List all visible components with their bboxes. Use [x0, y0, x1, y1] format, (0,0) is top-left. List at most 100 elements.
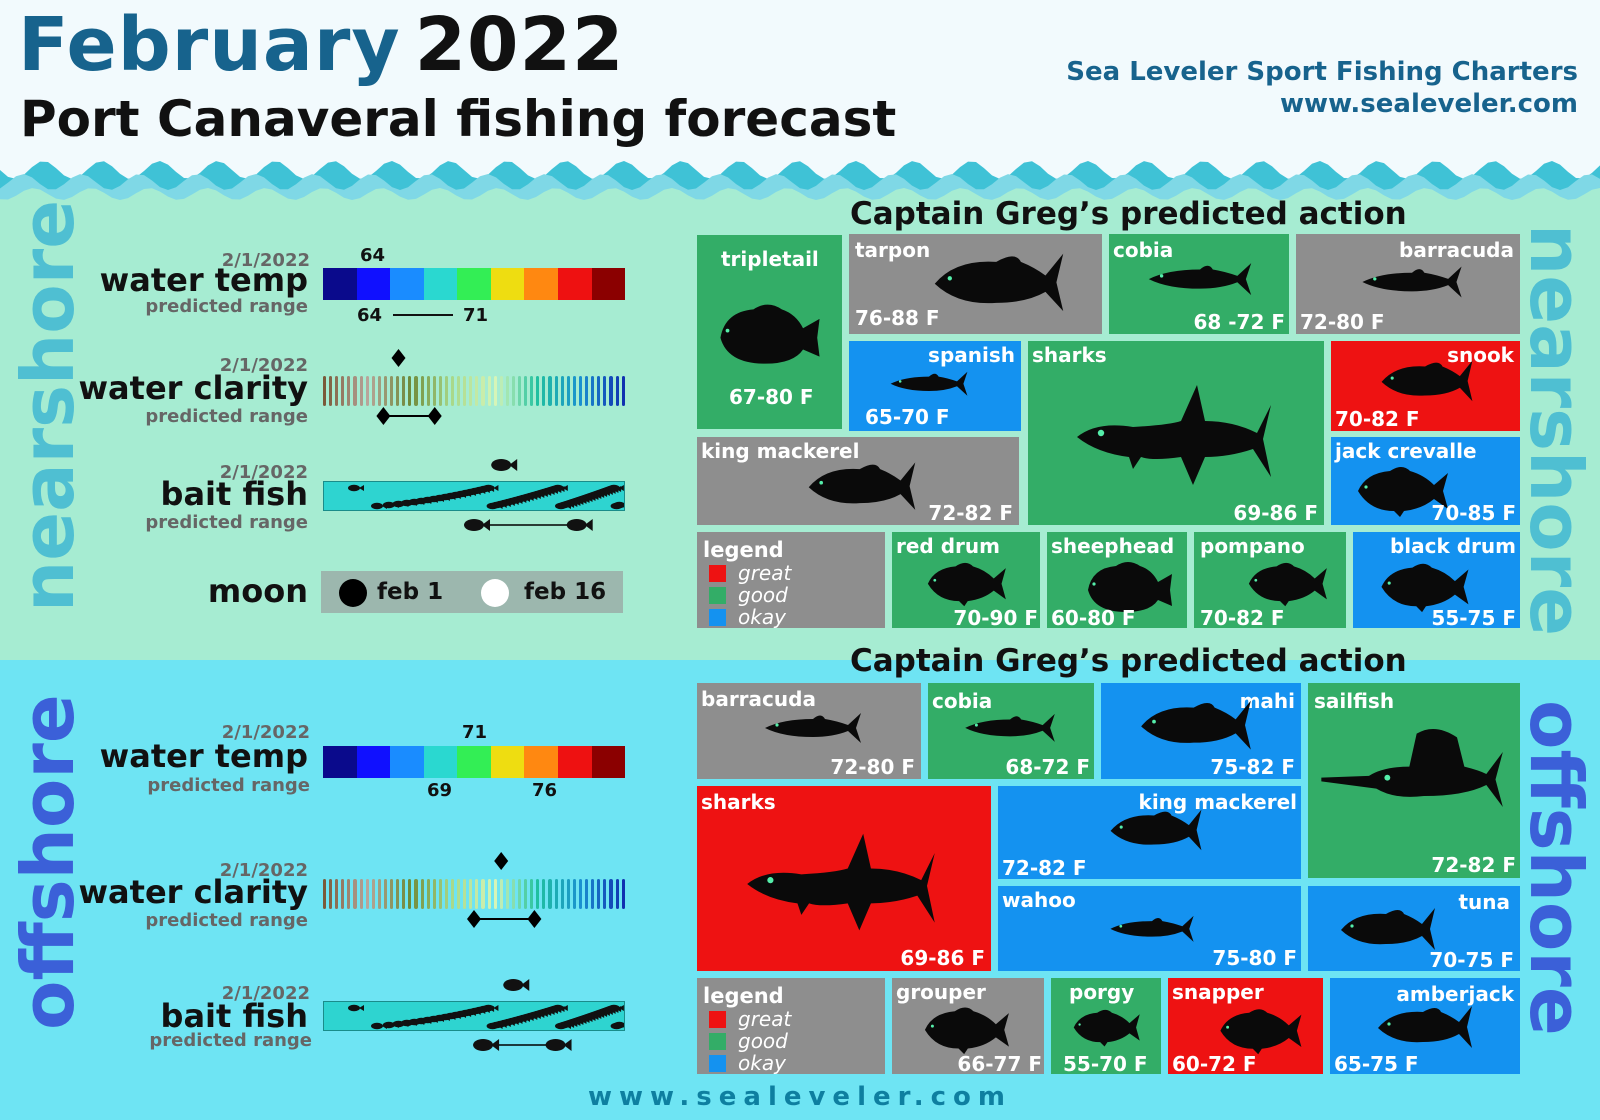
species-tile-cobia-offshore[interactable]: cobia 68-72 F: [928, 683, 1094, 779]
legend-label-great: great: [738, 1007, 792, 1031]
clarity-scale-stripe: [578, 879, 583, 909]
species-tile-red-drum[interactable]: red drum 70-90 F: [892, 532, 1040, 628]
species-tile-mahi[interactable]: mahi 75-82 F: [1101, 683, 1301, 779]
offshore-temp-scale: [323, 746, 626, 778]
species-tile-pompano[interactable]: pompano 70-82 F: [1194, 532, 1346, 628]
nearshore-action-title: Captain Greg’s predicted action: [850, 196, 1407, 232]
species-temp: 75-82 F: [1210, 755, 1295, 779]
sailfish-icon: [1321, 728, 1503, 807]
species-tile-snook[interactable]: snook 70-82 F: [1331, 341, 1520, 431]
clarity-scale-stripe: [560, 376, 564, 406]
clarity-scale-stripe: [475, 376, 479, 406]
species-tile-sailfish[interactable]: sailfish 72-82 F: [1308, 683, 1520, 878]
clarity-scale-stripe: [359, 879, 363, 909]
species-tile-black-drum[interactable]: black drum 55-75 F: [1353, 532, 1520, 628]
species-tile-amberjack[interactable]: amberjack 65-75 F: [1330, 978, 1520, 1074]
species-temp: 70-85 F: [1431, 501, 1516, 525]
temp-scale-cell-3: [423, 268, 458, 300]
legend-good: good: [709, 1029, 788, 1053]
nearshore-temp-current: 64: [360, 245, 386, 266]
wahoo-icon: [1110, 915, 1194, 942]
clarity-scale-stripe: [560, 879, 564, 909]
species-tile-sharks-offshore[interactable]: sharks 69-86 F: [697, 786, 991, 971]
clarity-scale-stripe: [341, 879, 345, 909]
barracuda-icon: [765, 713, 861, 743]
clarity-scale-stripe: [390, 376, 394, 406]
species-tile-porgy[interactable]: porgy 55-70 F: [1051, 978, 1161, 1074]
species-name: cobia: [932, 689, 993, 713]
clarity-scale-stripe: [444, 879, 448, 909]
nearshore-side-label-right: nearshore: [1514, 224, 1598, 637]
clarity-scale-stripe: [481, 879, 485, 909]
species-tile-cobia-nearshore[interactable]: cobia 68 -72 F: [1109, 234, 1289, 334]
species-tile-grouper[interactable]: grouper 66-77 F: [892, 978, 1044, 1074]
offshore-temp-range-high: 76: [532, 780, 558, 801]
species-tile-barracuda-nearshore[interactable]: barracuda 72-80 F: [1296, 234, 1520, 334]
species-tile-tripletail[interactable]: tripletail 67-80 F: [697, 235, 842, 429]
legend-label-okay: okay: [738, 1051, 786, 1075]
tuna-icon: [1341, 908, 1435, 950]
nearshore-clarity-sub: predicted range: [145, 406, 308, 427]
clarity-scale-stripe: [396, 879, 400, 909]
species-tile-wahoo[interactable]: wahoo 75-80 F: [998, 886, 1301, 971]
species-tile-tuna[interactable]: tuna 70-75 F: [1308, 886, 1520, 971]
temp-scale-cell-2: [390, 268, 424, 300]
temp-scale-cell-1: [356, 746, 391, 778]
clarity-scale-stripe: [432, 879, 436, 909]
species-tile-snapper[interactable]: snapper 60-72 F: [1168, 978, 1323, 1074]
species-temp: 70-82 F: [1200, 606, 1285, 628]
legend-label-good: good: [738, 1029, 788, 1053]
clarity-scale-stripe: [450, 879, 455, 909]
clarity-scale-stripe: [487, 376, 491, 406]
offshore-temp-current: 71: [462, 722, 488, 743]
species-tile-king-mackerel-nearshore[interactable]: king mackerel 72-82 F: [697, 437, 1019, 525]
species-tile-jack-crevalle[interactable]: jack crevalle 70-85 F: [1331, 437, 1520, 525]
clarity-scale-stripe: [365, 879, 369, 909]
species-name: red drum: [896, 534, 1000, 558]
species-name: jack crevalle: [1335, 439, 1477, 463]
temp-scale-cell-6: [524, 268, 558, 300]
species-temp: 68 -72 F: [1193, 310, 1285, 334]
species-tile-tarpon[interactable]: tarpon 76-88 F: [849, 234, 1102, 334]
legend-swatch-great: [709, 565, 726, 582]
clarity-scale-stripe: [554, 879, 558, 909]
company-block: Sea Leveler Sport Fishing Charters www.s…: [1066, 56, 1578, 120]
footer-url[interactable]: www.sealeveler.com: [588, 1082, 1012, 1112]
species-tile-sheephead[interactable]: sheephead 60-80 F: [1047, 532, 1187, 628]
offshore-bait-label: bait fish: [160, 997, 308, 1035]
legend-okay: okay: [709, 1051, 786, 1075]
tripletail-icon: [720, 304, 820, 364]
species-tile-barracuda-offshore[interactable]: barracuda 72-80 F: [697, 683, 921, 779]
company-url[interactable]: www.sealeveler.com: [1280, 89, 1578, 119]
clarity-scale-stripe: [505, 376, 509, 406]
species-tile-king-mackerel-offshore[interactable]: king mackerel 72-82 F: [998, 786, 1301, 879]
clarity-scale-stripe: [365, 376, 369, 406]
temp-scale-cell-5: [490, 746, 525, 778]
offshore-action-title: Captain Greg’s predicted action: [850, 643, 1407, 679]
clarity-scale-stripe: [438, 879, 442, 909]
nearshore-bait-markers: [464, 459, 593, 531]
offshore-temp-range-low: 69: [427, 780, 453, 801]
species-name: cobia: [1113, 238, 1174, 262]
clarity-scale-stripe: [524, 376, 528, 406]
clarity-scale-stripe: [548, 376, 552, 406]
nearshore-temp-range-line: [393, 314, 453, 316]
species-tile-spanish[interactable]: spanish 65-70 F: [849, 341, 1021, 431]
nearshore-clarity-date: 2/1/2022: [219, 355, 308, 376]
clarity-scale-stripe: [450, 376, 455, 406]
species-name: king mackerel: [1138, 790, 1297, 814]
temp-scale-cell-4: [457, 746, 491, 778]
species-name: amberjack: [1396, 982, 1514, 1006]
nearshore-side-label-left: nearshore: [6, 199, 90, 612]
temp-scale-cell-7: [557, 268, 592, 300]
clarity-scale-stripe: [487, 879, 491, 909]
clarity-scale-stripe: [609, 376, 613, 406]
clarity-scale-stripe: [463, 376, 467, 406]
cobia-icon: [965, 713, 1055, 742]
offshore-bait-scale: [323, 1001, 625, 1031]
clarity-scale-stripe: [438, 376, 442, 406]
clarity-scale-stripe: [371, 376, 375, 406]
species-tile-sharks-nearshore[interactable]: sharks 69-86 F: [1028, 341, 1324, 525]
clarity-scale-stripe: [566, 879, 570, 909]
clarity-scale-stripe: [475, 879, 479, 909]
